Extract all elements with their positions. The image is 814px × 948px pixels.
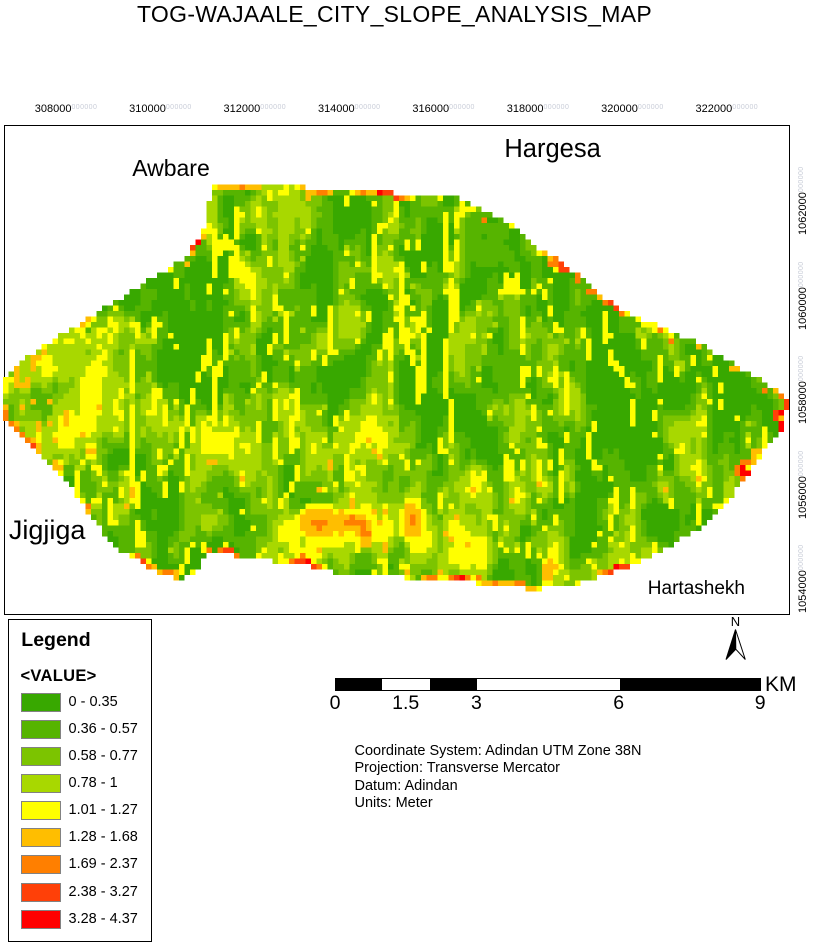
- svg-text:N: N: [731, 614, 740, 629]
